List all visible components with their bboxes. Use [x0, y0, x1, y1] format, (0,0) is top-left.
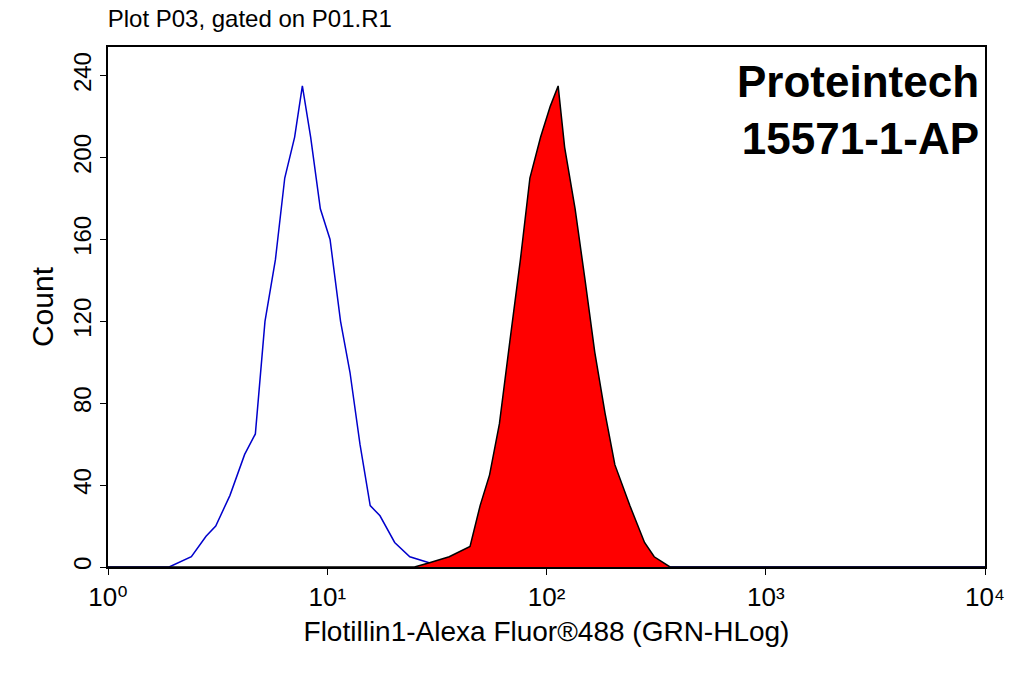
svg-text:Flotillin1-Alexa Fluor®488 (GR: Flotillin1-Alexa Fluor®488 (GRN-HLog)	[304, 616, 790, 647]
svg-text:160: 160	[69, 216, 96, 256]
svg-text:10¹: 10¹	[308, 582, 346, 612]
svg-text:80: 80	[69, 386, 96, 413]
svg-text:Count: Count	[26, 266, 59, 347]
svg-text:10⁰: 10⁰	[88, 582, 127, 612]
svg-text:Proteintech15571-1-AP: Proteintech15571-1-AP	[737, 57, 979, 163]
svg-text:240: 240	[69, 52, 96, 92]
svg-text:10⁴: 10⁴	[965, 582, 1005, 612]
svg-text:120: 120	[69, 298, 96, 338]
svg-text:10²: 10²	[528, 582, 566, 612]
svg-text:0: 0	[69, 557, 96, 570]
svg-text:Plot P03, gated on P01.R1: Plot P03, gated on P01.R1	[108, 5, 392, 32]
svg-text:40: 40	[69, 468, 96, 495]
svg-text:10³: 10³	[747, 582, 785, 612]
svg-text:200: 200	[69, 134, 96, 174]
